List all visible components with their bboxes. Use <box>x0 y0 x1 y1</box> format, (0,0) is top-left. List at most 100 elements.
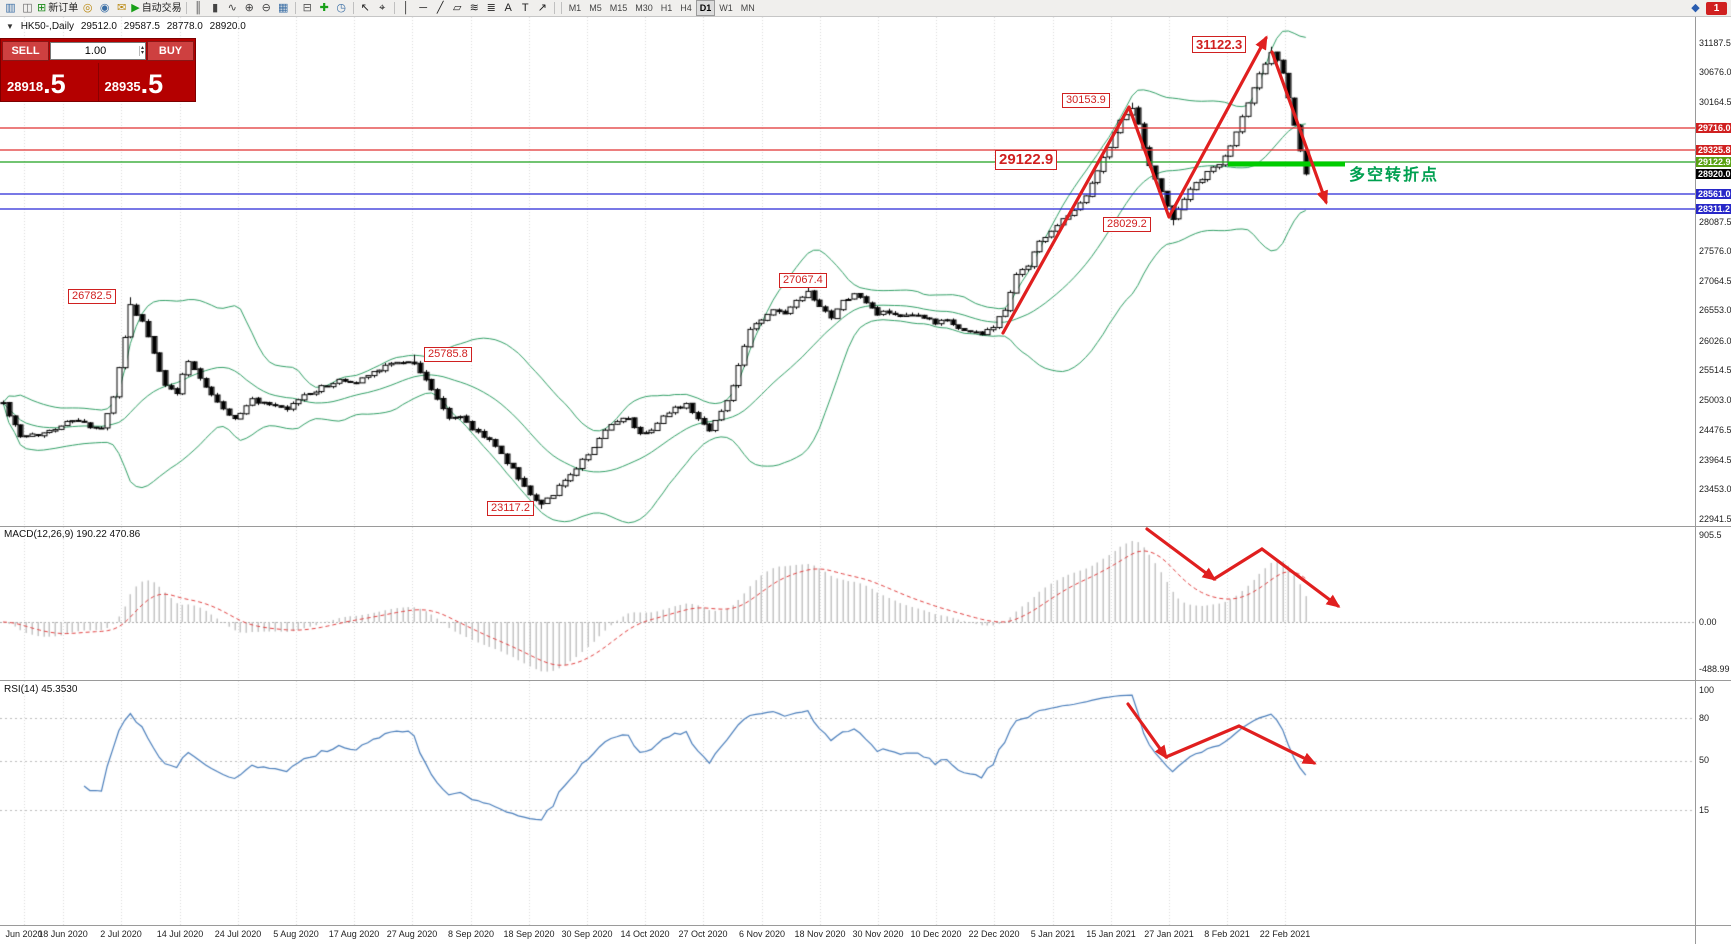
rsi-axis-label: 50 <box>1699 755 1710 765</box>
panel-divider[interactable] <box>0 680 1731 681</box>
fibonacci-tool-icon[interactable]: ≋ <box>466 1 483 16</box>
date-axis-label: 18 Sep 2020 <box>503 929 555 939</box>
date-axis-label: 6 Nov 2020 <box>738 929 786 939</box>
channel-tool-icon[interactable]: ▱ <box>449 1 466 16</box>
tile-windows-icon[interactable]: ▦ <box>275 1 292 16</box>
text-tool-icon: A <box>504 1 512 14</box>
trendline-tool-icon[interactable]: ╱ <box>432 1 449 16</box>
mailbox-icon: ✉ <box>117 1 127 14</box>
indicators-list-icon: ✚ <box>319 1 329 14</box>
horizontal-line-tool-icon[interactable]: ─ <box>415 1 432 16</box>
price-axis-label: 23964.5 <box>1699 455 1731 465</box>
lot-size-spinner[interactable]: ▴ ▾ <box>138 45 144 56</box>
new-chart-button[interactable]: ▥ <box>2 1 19 16</box>
date-axis-label: 8 Feb 2021 <box>1204 929 1250 939</box>
timeframe-d1[interactable]: D1 <box>695 0 716 16</box>
date-axis-label: 8 Sep 2020 <box>447 929 495 939</box>
lot-size-field[interactable]: 1.00 ▴ ▾ <box>50 42 146 60</box>
market-watch-icon[interactable]: ◎ <box>79 1 96 16</box>
ohlc-low: 28778.0 <box>166 21 203 32</box>
lot-increase-icon[interactable]: ▴ <box>140 45 144 51</box>
price-callout-23117.2: 23117.2 <box>487 501 534 516</box>
profiles-button[interactable]: ◫ <box>19 1 36 16</box>
new-order-button-label: 新订单 <box>48 2 79 14</box>
price-tag-28561.0: 28561.0 <box>1696 189 1731 199</box>
price-axis-separator <box>1695 17 1696 944</box>
sell-price[interactable]: 28918.5 <box>1 63 99 101</box>
macd-panel-canvas[interactable] <box>0 527 1695 680</box>
market-watch-icon: ◎ <box>82 1 93 14</box>
date-axis[interactable]: Jun 2020 18 Jun 2020 2 Jul 2020 14 Jul 2020… <box>0 926 1695 944</box>
timeframe-m5[interactable]: M5 <box>589 3 602 13</box>
arrow-tool-icon: ↗ <box>537 1 547 14</box>
vertical-line-tool-icon[interactable]: │ <box>398 1 415 16</box>
timeframe-m15[interactable]: M15 <box>609 3 628 13</box>
timeframe-h1[interactable]: H1 <box>660 3 673 13</box>
text-tool-icon[interactable]: A <box>500 1 517 16</box>
timeframe-m1[interactable]: M1 <box>568 3 582 13</box>
shapes-tool-icon[interactable]: ≣ <box>483 1 500 16</box>
auto-scroll-icon: ⊟ <box>302 1 312 14</box>
period-clock-icon: ◷ <box>336 1 346 14</box>
lot-size-value[interactable]: 1.00 <box>84 45 107 57</box>
price-axis[interactable]: 31187.5 30676.0 30164.5 28087.5 27576.0 27064… <box>1696 0 1731 944</box>
panel-divider <box>0 925 1731 926</box>
price-axis-label: 25003.0 <box>1699 395 1731 405</box>
date-axis-label: 10 Dec 2020 <box>910 929 962 939</box>
timeframe-mn[interactable]: MN <box>740 3 755 13</box>
trade-panel-prices: 28918.5 28935.5 <box>1 63 195 101</box>
chart-ohlc-header: ▼ HK50-,Daily 29512.0 29587.5 28778.0 28… <box>6 21 250 32</box>
new-order-button[interactable]: ⊞ 新订单 <box>36 1 79 16</box>
price-axis-label: 23453.0 <box>1699 484 1731 494</box>
macd-axis-label: 0.00 <box>1699 617 1717 627</box>
panel-divider[interactable] <box>0 526 1731 527</box>
date-axis-label: 5 Aug 2020 <box>273 929 319 939</box>
period-clock-icon[interactable]: ◷ <box>333 1 350 16</box>
price-axis-label: 24476.5 <box>1699 425 1731 435</box>
autotrading-button[interactable]: ▶ 自动交易 <box>130 1 182 16</box>
label-tool-icon: T <box>521 1 529 14</box>
quote-panel-toggle-icon[interactable]: ▼ <box>6 22 14 31</box>
horizontal-line-tool-icon: ─ <box>419 1 428 14</box>
line-chart-mode-icon[interactable]: ∿ <box>224 1 241 16</box>
lot-decrease-icon[interactable]: ▾ <box>140 50 144 56</box>
price-axis-label: 30676.0 <box>1699 67 1731 77</box>
timeframe-w1[interactable]: W1 <box>719 3 733 13</box>
zoom-in-icon: ⊕ <box>244 1 254 14</box>
new-chart-icon: ▥ <box>5 1 16 14</box>
toolbar-separator <box>185 2 187 14</box>
autotrading-icon: ▶ <box>131 1 140 14</box>
navigator-icon[interactable]: ◉ <box>96 1 113 16</box>
arrow-tool-icon[interactable]: ↗ <box>534 1 551 16</box>
candlestick-mode-icon: ▮ <box>212 1 219 14</box>
auto-scroll-icon[interactable]: ⊟ <box>299 1 316 16</box>
price-axis-label: 27064.5 <box>1699 276 1731 286</box>
price-tag-29122.9: 29122.9 <box>1696 157 1731 167</box>
main-chart-canvas[interactable] <box>0 17 1695 526</box>
mailbox-icon[interactable]: ✉ <box>113 1 130 16</box>
zoom-out-icon[interactable]: ⊖ <box>258 1 275 16</box>
crosshair-tool-icon[interactable]: ⌖ <box>374 1 391 16</box>
date-axis-label: 30 Nov 2020 <box>852 929 904 939</box>
date-axis-label: Jun 2020 <box>5 929 43 939</box>
timeframe-m30[interactable]: M30 <box>635 3 653 13</box>
buy-button[interactable]: BUY <box>147 41 194 61</box>
cursor-tool-icon[interactable]: ↖ <box>357 1 374 16</box>
bar-chart-mode-icon[interactable]: ║ <box>190 1 207 16</box>
fibonacci-tool-icon: ≋ <box>469 1 479 14</box>
community-icon[interactable]: ◆ <box>1691 1 1700 14</box>
indicators-list-button[interactable]: ✚ <box>316 1 333 16</box>
date-axis-label: 27 Jan 2021 <box>1144 929 1194 939</box>
sell-button[interactable]: SELL <box>2 41 49 61</box>
rsi-panel-canvas[interactable] <box>0 681 1695 925</box>
date-axis-label: 14 Oct 2020 <box>620 929 670 939</box>
timeframe-h4[interactable]: H4 <box>680 3 692 13</box>
notification-badge[interactable]: 1 <box>1706 1 1727 15</box>
sell-price-main: 28918 <box>7 79 44 94</box>
price-axis-label: 22941.5 <box>1699 514 1731 524</box>
zoom-in-icon[interactable]: ⊕ <box>241 1 258 16</box>
date-axis-label: 2 Jul 2020 <box>100 929 142 939</box>
buy-price[interactable]: 28935.5 <box>99 63 196 101</box>
label-tool-icon[interactable]: T <box>517 1 534 16</box>
candlestick-mode-icon[interactable]: ▮ <box>207 1 224 16</box>
